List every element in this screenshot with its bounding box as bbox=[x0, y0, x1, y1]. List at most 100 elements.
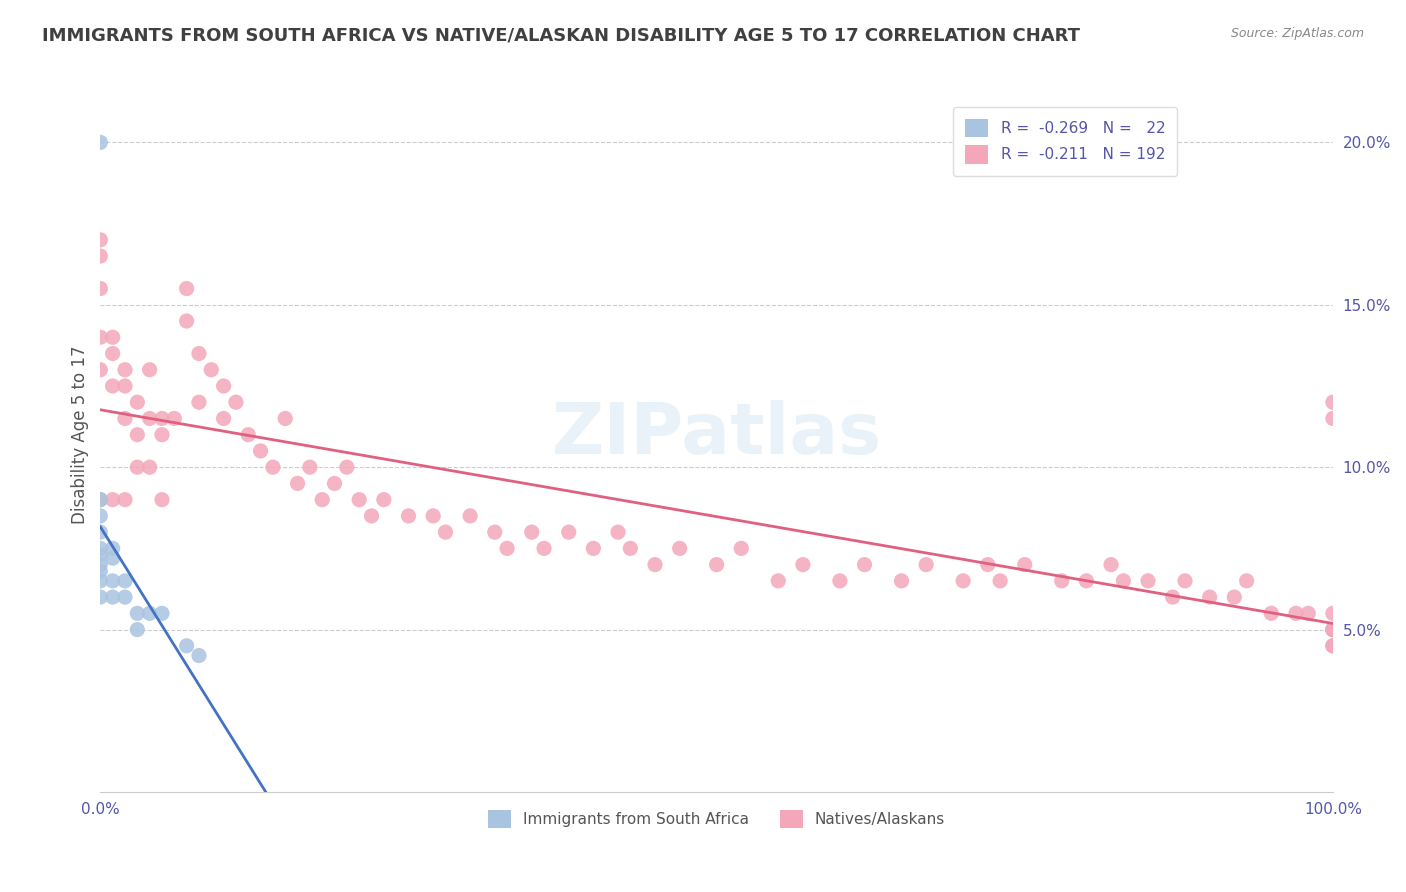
Point bbox=[1099, 558, 1122, 572]
Point bbox=[101, 551, 124, 566]
Point bbox=[238, 427, 260, 442]
Point bbox=[274, 411, 297, 425]
Point bbox=[520, 525, 543, 540]
Point bbox=[644, 558, 666, 572]
Point bbox=[212, 411, 235, 425]
Point bbox=[1050, 574, 1073, 588]
Point bbox=[89, 541, 111, 556]
Point bbox=[1322, 395, 1344, 409]
Point bbox=[163, 411, 186, 425]
Point bbox=[952, 574, 974, 588]
Point bbox=[89, 492, 111, 507]
Point bbox=[101, 541, 124, 556]
Text: Source: ZipAtlas.com: Source: ZipAtlas.com bbox=[1230, 27, 1364, 40]
Point bbox=[336, 460, 359, 475]
Text: ZIPatlas: ZIPatlas bbox=[551, 401, 882, 469]
Point bbox=[533, 541, 555, 556]
Point bbox=[89, 281, 111, 295]
Point bbox=[89, 590, 111, 604]
Point bbox=[89, 363, 111, 377]
Point bbox=[792, 558, 814, 572]
Point bbox=[557, 525, 579, 540]
Point bbox=[188, 648, 211, 663]
Point bbox=[212, 379, 235, 393]
Point bbox=[607, 525, 630, 540]
Point bbox=[188, 395, 211, 409]
Point bbox=[484, 525, 506, 540]
Legend: Immigrants from South Africa, Natives/Alaskans: Immigrants from South Africa, Natives/Al… bbox=[482, 804, 952, 834]
Point bbox=[890, 574, 912, 588]
Point bbox=[89, 249, 111, 263]
Point bbox=[347, 492, 370, 507]
Point bbox=[127, 395, 149, 409]
Point bbox=[150, 411, 173, 425]
Point bbox=[89, 548, 111, 562]
Point bbox=[1322, 639, 1344, 653]
Point bbox=[1322, 623, 1344, 637]
Point bbox=[1137, 574, 1160, 588]
Point bbox=[101, 574, 124, 588]
Point bbox=[138, 607, 160, 621]
Point bbox=[768, 574, 790, 588]
Point bbox=[114, 379, 136, 393]
Point bbox=[114, 363, 136, 377]
Point bbox=[1198, 590, 1220, 604]
Point bbox=[458, 508, 481, 523]
Point bbox=[150, 427, 173, 442]
Point bbox=[89, 233, 111, 247]
Point bbox=[582, 541, 605, 556]
Point bbox=[1236, 574, 1258, 588]
Point bbox=[1112, 574, 1135, 588]
Point bbox=[360, 508, 382, 523]
Point bbox=[127, 460, 149, 475]
Point bbox=[1174, 574, 1197, 588]
Point bbox=[915, 558, 938, 572]
Point bbox=[1322, 411, 1344, 425]
Point bbox=[138, 363, 160, 377]
Point bbox=[101, 492, 124, 507]
Point bbox=[127, 427, 149, 442]
Point bbox=[114, 590, 136, 604]
Point bbox=[311, 492, 333, 507]
Point bbox=[89, 136, 111, 150]
Point bbox=[176, 314, 198, 328]
Point bbox=[101, 346, 124, 360]
Point bbox=[89, 508, 111, 523]
Point bbox=[323, 476, 346, 491]
Point bbox=[1161, 590, 1184, 604]
Point bbox=[114, 492, 136, 507]
Point bbox=[706, 558, 728, 572]
Point bbox=[101, 590, 124, 604]
Point bbox=[668, 541, 690, 556]
Point bbox=[828, 574, 851, 588]
Point bbox=[249, 444, 271, 458]
Point bbox=[262, 460, 284, 475]
Point bbox=[434, 525, 457, 540]
Point bbox=[127, 623, 149, 637]
Point bbox=[89, 330, 111, 344]
Point bbox=[138, 460, 160, 475]
Point bbox=[150, 492, 173, 507]
Point bbox=[89, 558, 111, 572]
Point bbox=[1260, 607, 1282, 621]
Point bbox=[1322, 623, 1344, 637]
Point bbox=[1296, 607, 1319, 621]
Point bbox=[114, 411, 136, 425]
Y-axis label: Disability Age 5 to 17: Disability Age 5 to 17 bbox=[72, 345, 89, 524]
Point bbox=[298, 460, 321, 475]
Point bbox=[89, 492, 111, 507]
Point bbox=[200, 363, 222, 377]
Point bbox=[988, 574, 1011, 588]
Point bbox=[89, 564, 111, 578]
Point bbox=[730, 541, 752, 556]
Point bbox=[853, 558, 876, 572]
Point bbox=[176, 281, 198, 295]
Point bbox=[373, 492, 395, 507]
Text: IMMIGRANTS FROM SOUTH AFRICA VS NATIVE/ALASKAN DISABILITY AGE 5 TO 17 CORRELATIO: IMMIGRANTS FROM SOUTH AFRICA VS NATIVE/A… bbox=[42, 27, 1080, 45]
Point bbox=[138, 411, 160, 425]
Point bbox=[422, 508, 444, 523]
Point bbox=[1285, 607, 1308, 621]
Point bbox=[114, 574, 136, 588]
Point bbox=[1223, 590, 1246, 604]
Point bbox=[287, 476, 309, 491]
